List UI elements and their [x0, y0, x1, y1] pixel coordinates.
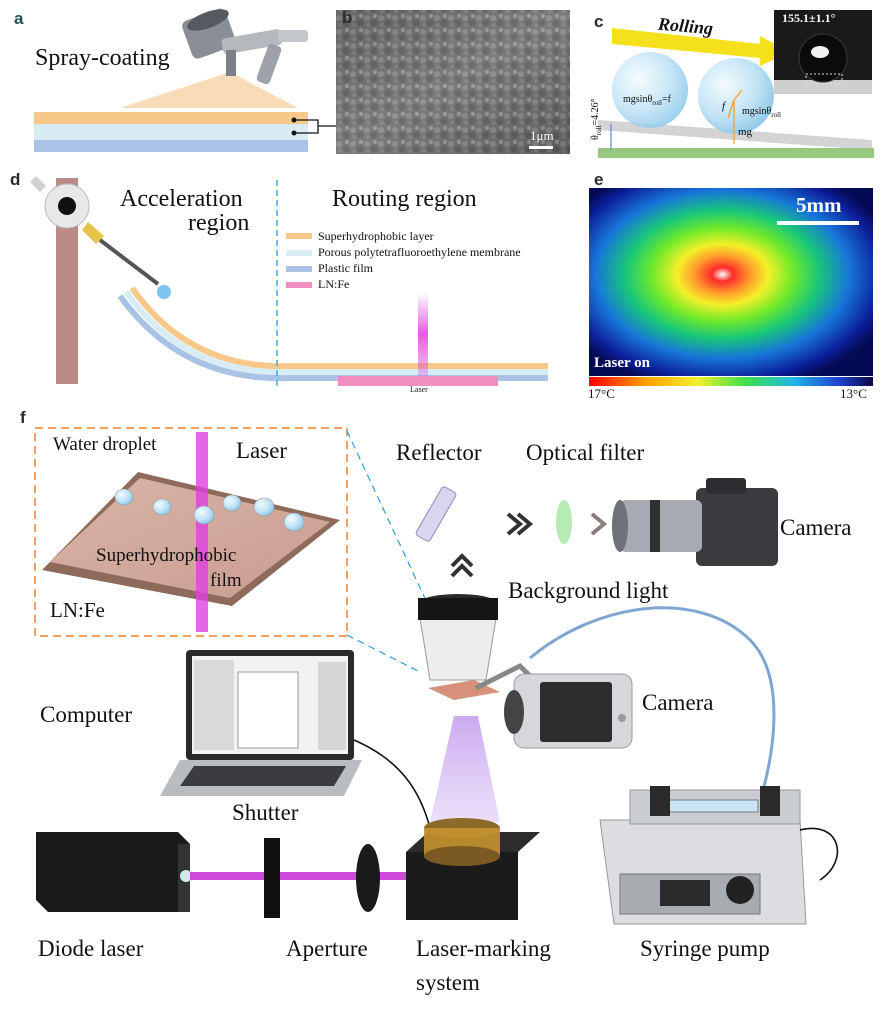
laser-marking-line2: system [416, 970, 480, 995]
panel-c-graphic [598, 10, 874, 158]
laser-beam-f [190, 872, 422, 880]
layer-superhydrophobic [34, 112, 308, 124]
background-light-label: Background light [508, 578, 669, 603]
droplet-left [612, 52, 688, 128]
spray-coating-label: Spray-coating [35, 45, 170, 71]
thermal-image [589, 188, 873, 376]
reflector-icon [415, 486, 457, 542]
computer-icon [160, 650, 362, 796]
chevron-right-icon [506, 512, 534, 536]
temp-hot-label: 17°C [588, 386, 615, 401]
layer-membrane [34, 124, 308, 140]
rolling-arrow [612, 28, 790, 66]
panel-f-graphic [34, 427, 839, 925]
chevron-up-icon [450, 553, 474, 578]
diode-laser-label: Diode laser [38, 936, 144, 961]
layer-plastic [34, 140, 308, 152]
superhydrophobic-film-line1: Superhydrophobic [96, 545, 237, 566]
laser-on-label: Laser on [594, 355, 650, 371]
chevron-right-icon-2 [590, 512, 608, 536]
laser-marking-icon [406, 818, 540, 920]
stand-pole [56, 178, 78, 384]
panel-e-graphic [589, 188, 873, 386]
spray-gun-icon [182, 8, 308, 85]
panel-b-graphic [336, 10, 570, 154]
diode-laser-icon [36, 832, 192, 912]
legend-lnfe: LN:Fe [318, 277, 350, 291]
panel-label-f: f [20, 408, 26, 427]
acceleration-line1: Acceleration [120, 186, 243, 212]
panel-d-graphic [30, 176, 548, 386]
contact-angle-label: 155.1±1.1° [782, 11, 836, 25]
laser-marking-line1: Laser-marking [416, 936, 551, 961]
thermal-scale-bar [777, 221, 859, 225]
needle [98, 238, 160, 286]
panel-label-b: b [342, 8, 353, 27]
inset-frame [34, 427, 348, 637]
camera-mid-icon [504, 673, 633, 749]
sem-scale-bar [529, 146, 553, 149]
temperature-colorbar [589, 377, 873, 386]
aperture-label: Aperture [286, 936, 368, 961]
curve-superhydrophobic [129, 286, 548, 370]
legend-superhydrophobic: Superhydrophobic layer [318, 229, 434, 243]
inset-lnfe-label: LN:Fe [50, 598, 105, 622]
syringe-pump-icon [599, 786, 807, 925]
panel-label-d: d [10, 170, 21, 189]
superhydrophobic-film-line2: film [210, 570, 242, 591]
inset-droplets [114, 488, 305, 532]
droplet-right [698, 58, 774, 134]
camera-mid-label: Camera [642, 690, 714, 715]
camera-top-label: Camera [780, 515, 852, 540]
background-light-icon [418, 594, 498, 681]
syringe-pump-label: Syringe pump [640, 936, 770, 961]
force-f-label: f [722, 100, 726, 112]
water-droplet-label: Water droplet [53, 434, 157, 455]
optical-filter-label: Optical filter [526, 440, 645, 465]
panel-label-c: c [594, 12, 604, 31]
acceleration-line2: region [188, 210, 250, 236]
tube [529, 606, 776, 801]
panel-a-graphic [34, 8, 336, 152]
sem-scale-label: 1μm [530, 128, 554, 143]
laser-label-d: Laser [410, 385, 428, 394]
computer-label: Computer [40, 702, 132, 727]
laser-beam-d [418, 292, 428, 376]
tilt-angle-label: θroll=4.26° [590, 98, 603, 140]
routing-region-label: Routing region [332, 186, 477, 212]
thermal-scale-label: 5mm [796, 193, 842, 217]
ground [598, 148, 874, 158]
spray-cone [120, 72, 298, 108]
inset-film [50, 478, 330, 598]
force-left-label: mgsinθroll=f [623, 94, 671, 107]
droplet-d [157, 285, 171, 299]
inset-laser-beam [196, 432, 208, 632]
temp-cold-label: 13°C [840, 386, 867, 401]
inset-laser-label: Laser [236, 438, 288, 463]
tilted-plane [598, 120, 872, 150]
zoom-bracket [294, 119, 336, 134]
reflector-label: Reflector [396, 440, 482, 465]
lnfe-slab [338, 376, 498, 386]
aperture-icon [264, 838, 280, 918]
force-mg-label: mg [738, 126, 753, 138]
lens-icon [356, 844, 380, 912]
legend-plastic: Plastic film [318, 261, 373, 275]
camera-top-icon [612, 478, 778, 566]
legend-membrane: Porous polytetrafluoroethylene membrane [318, 245, 521, 259]
panel-label-e: e [594, 170, 604, 189]
force-right-label: mgsinθroll [742, 106, 781, 119]
optical-filter-icon [556, 500, 572, 544]
laser-cone [430, 716, 500, 822]
panel-label-a: a [14, 9, 24, 28]
shutter-label: Shutter [232, 800, 299, 825]
